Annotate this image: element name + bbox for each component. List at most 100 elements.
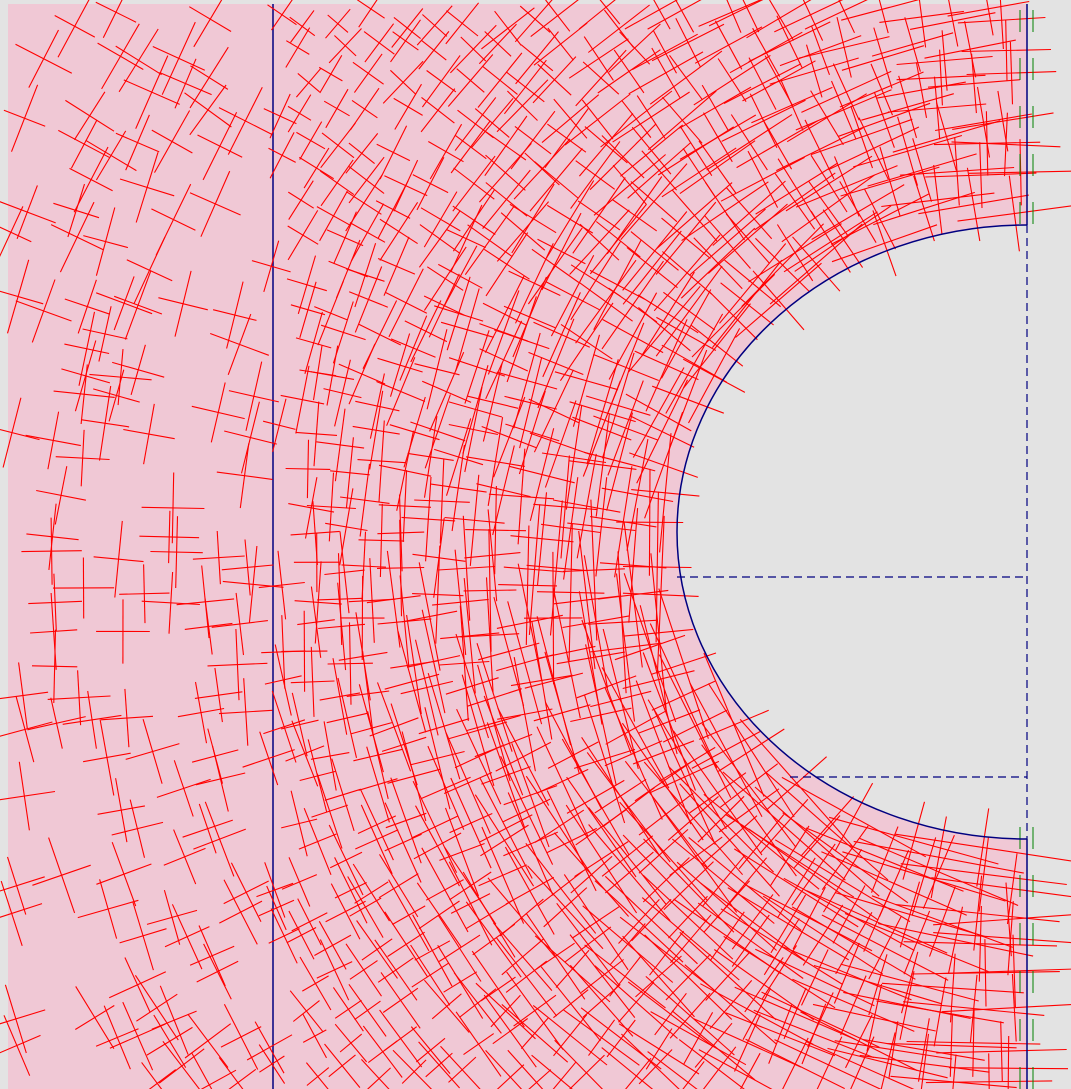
stress-cross-line	[385, 291, 428, 314]
stress-cross-line	[321, 132, 355, 159]
stress-cross-line	[467, 688, 522, 707]
stress-cross-line	[31, 665, 78, 668]
stress-cross-line	[339, 1033, 363, 1053]
stress-cross-line	[460, 633, 520, 638]
stress-cross-line	[731, 914, 770, 967]
stress-cross-line	[156, 778, 211, 798]
stress-cross-line	[280, 719, 319, 730]
stress-cross-line	[524, 152, 560, 186]
stress-cross-line	[1008, 175, 1020, 252]
stress-cross-line	[378, 504, 432, 508]
stress-cross-line	[637, 294, 699, 334]
stress-cross-line	[345, 268, 385, 282]
stress-cross-line	[665, 953, 711, 1001]
stress-cross-line	[453, 167, 495, 200]
stress-cross-line	[434, 305, 484, 322]
stress-cross-line	[467, 395, 519, 409]
stress-cross-line	[534, 161, 579, 199]
stress-cross-line	[870, 826, 899, 893]
stress-cross-line	[873, 27, 893, 89]
stress-cross-line	[567, 522, 636, 532]
stress-cross-line	[510, 674, 573, 687]
stress-cross-line	[26, 533, 79, 541]
stress-cross-line	[870, 63, 894, 116]
stress-cross-line	[629, 452, 698, 478]
stress-cross-line	[622, 670, 695, 690]
stress-cross-line	[638, 1049, 673, 1085]
stress-cross-line	[402, 610, 458, 623]
stress-cross-line	[570, 707, 632, 723]
stress-cross-line	[536, 768, 589, 794]
stress-cross-line	[802, 0, 824, 41]
stress-cross-line	[218, 107, 272, 135]
stress-cross-line	[566, 779, 625, 814]
stress-cross-line	[340, 496, 390, 504]
stress-cross-line	[119, 928, 167, 944]
stress-cross-line	[613, 49, 645, 94]
stress-cross-line	[263, 719, 306, 735]
stress-cross-line	[1012, 934, 1016, 1008]
stress-cross-line	[348, 142, 375, 165]
stress-cross-line	[151, 129, 193, 154]
stress-cross-line	[64, 343, 110, 355]
stress-cross-line	[832, 63, 860, 121]
stress-cross-line	[541, 523, 601, 534]
stress-cross-line	[314, 934, 352, 956]
stress-cross-line	[363, 31, 395, 55]
stress-cross-line	[912, 138, 933, 202]
stress-cross-line	[21, 550, 82, 553]
stress-cross-line	[835, 912, 873, 975]
stress-cross-line	[306, 1067, 330, 1086]
stress-cross-line	[64, 298, 110, 315]
stress-cross-line	[287, 225, 319, 245]
stress-cross-line	[0, 721, 53, 737]
stress-cross-line	[948, 0, 959, 47]
stress-cross-line	[448, 1056, 477, 1083]
stress-cross-line	[264, 675, 302, 685]
stress-cross-line	[349, 897, 382, 917]
stress-cross-line	[412, 593, 464, 597]
stress-cross-line	[598, 589, 669, 600]
stress-cross-line	[325, 522, 368, 532]
stress-cross-line	[184, 1023, 232, 1059]
stress-cross-line	[320, 324, 366, 341]
stress-cross-line	[119, 592, 170, 595]
stress-cross-line	[899, 971, 915, 1040]
stress-cross-line	[792, 236, 841, 292]
stress-cross-line	[53, 390, 115, 398]
stress-cross-line	[418, 900, 460, 930]
stress-cross-line	[519, 5, 551, 33]
stress-cross-line	[54, 15, 96, 38]
stress-cross-line	[414, 363, 460, 376]
stress-cross-line	[810, 154, 848, 213]
stress-cross-line	[537, 870, 584, 907]
stress-cross-line	[609, 923, 646, 966]
stress-cross-line	[652, 385, 724, 414]
stress-cross-line	[725, 213, 771, 264]
stress-cross-line	[718, 788, 780, 833]
stress-cross-line	[726, 0, 742, 33]
stress-cross-line	[948, 906, 964, 974]
stress-cross-line	[36, 489, 87, 501]
stress-cross-line	[393, 97, 423, 116]
stress-cross-line	[636, 95, 666, 139]
stress-cross-line	[547, 123, 587, 153]
stress-cross-line	[0, 226, 32, 243]
stress-cross-line	[593, 353, 659, 382]
stress-cross-line	[702, 1046, 737, 1089]
stress-cross-line	[671, 189, 718, 242]
stress-cross-line	[570, 855, 613, 894]
stress-cross-line	[768, 1004, 793, 1064]
stress-cross-line	[971, 53, 977, 114]
stress-cross-line	[440, 321, 494, 338]
stress-cross-line	[0, 903, 43, 918]
stress-cross-line	[82, 328, 128, 340]
stress-cross-line	[572, 905, 621, 939]
stress-cross-line	[288, 191, 314, 209]
stress-cross-line	[490, 994, 521, 1028]
stress-cross-line	[888, 1021, 899, 1079]
stress-cross-line	[604, 851, 654, 894]
stress-cross-line	[377, 357, 423, 373]
